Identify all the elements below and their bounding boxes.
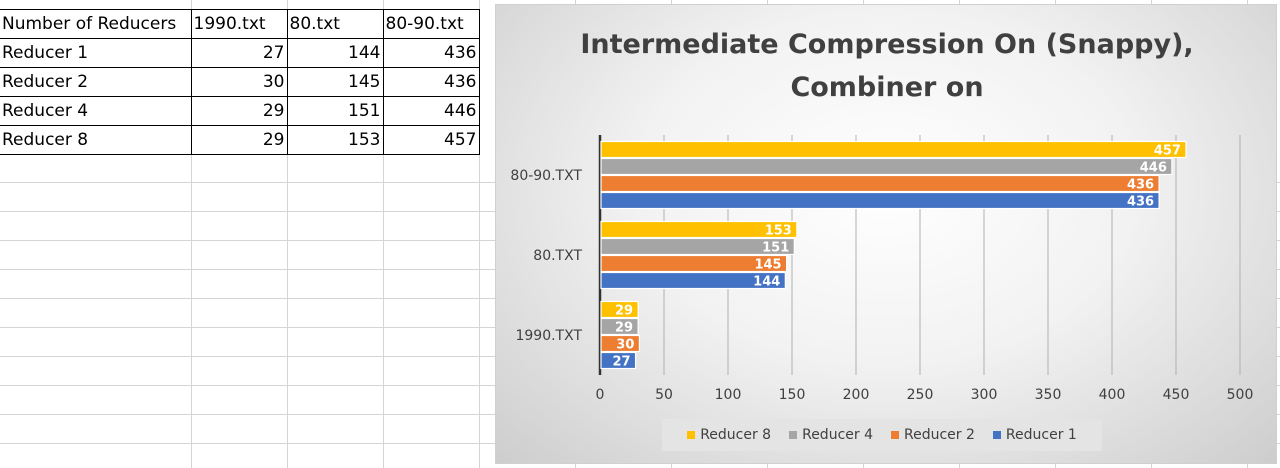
table-cell[interactable]: 144 — [286, 38, 384, 68]
x-tick-label: 50 — [655, 387, 673, 403]
x-tick-label: 250 — [907, 387, 934, 403]
data-label: 29 — [615, 321, 633, 336]
table-row: Reducer 8 29 153 457 — [0, 125, 480, 155]
bar[interactable] — [600, 254, 788, 273]
table-cell[interactable]: 27 — [190, 38, 288, 68]
data-label: 27 — [612, 355, 630, 370]
table-cell[interactable]: 436 — [382, 38, 480, 68]
table-header[interactable]: Number of Reducers — [0, 9, 192, 39]
data-label: 144 — [753, 275, 780, 290]
x-tick-label: 150 — [779, 387, 806, 403]
bar[interactable] — [600, 237, 795, 256]
legend-label: Reducer 2 — [904, 427, 975, 443]
x-tick-label: 500 — [1227, 387, 1254, 403]
bar[interactable] — [600, 191, 1160, 210]
x-tick-label: 300 — [971, 387, 998, 403]
x-tick-label: 350 — [1035, 387, 1062, 403]
table-cell[interactable]: 145 — [286, 67, 384, 97]
table-cell[interactable]: 29 — [190, 96, 288, 126]
chart-plot-area: 0 50 100 150 200 250 300 350 400 450 500 80-90.TXT 4… — [510, 135, 1254, 403]
table-cell[interactable]: 29 — [190, 125, 288, 155]
table-row: Reducer 1 27 144 436 — [0, 38, 480, 68]
bar[interactable] — [600, 271, 786, 290]
category-label: 80.TXT — [533, 248, 582, 264]
bar[interactable] — [600, 334, 641, 353]
legend-swatch — [891, 431, 899, 439]
table-cell[interactable]: 153 — [286, 125, 384, 155]
legend-swatch — [992, 431, 1001, 439]
table-cell[interactable]: 457 — [382, 125, 480, 155]
table-cell[interactable]: 446 — [382, 96, 480, 126]
row-label[interactable]: Reducer 4 — [0, 96, 192, 126]
table-cell[interactable]: 30 — [190, 67, 288, 97]
x-tick-label: 0 — [596, 387, 605, 403]
bar[interactable] — [600, 174, 1160, 193]
row-label[interactable]: Reducer 2 — [0, 67, 192, 97]
table-header-row: Number of Reducers 1990.txt 80.txt 80-90… — [0, 9, 480, 39]
chart-legend[interactable]: Reducer 8 Reducer 4 Reducer 2 Reducer 1 — [662, 419, 1102, 451]
bar[interactable] — [600, 300, 639, 319]
table-row: Reducer 4 29 151 446 — [0, 96, 480, 126]
legend-label: Reducer 1 — [1005, 427, 1077, 443]
legend-item[interactable]: Reducer 8 — [687, 427, 771, 443]
bar[interactable] — [600, 220, 798, 239]
data-label: 153 — [765, 224, 792, 239]
data-label: 436 — [1127, 195, 1154, 210]
legend-swatch — [789, 431, 798, 439]
data-label: 29 — [615, 304, 633, 319]
chart-title: Intermediate Compression On (Snappy), Co… — [496, 23, 1276, 109]
data-label: 436 — [1127, 178, 1154, 193]
legend-swatch — [687, 431, 696, 439]
data-label: 30 — [616, 338, 634, 353]
bar-chart[interactable]: Intermediate Compression On (Snappy), Co… — [495, 4, 1277, 464]
legend-item[interactable]: Reducer 4 — [789, 427, 873, 443]
bar[interactable] — [600, 317, 639, 336]
table-cell[interactable]: 436 — [382, 67, 480, 97]
category-label: 1990.TXT — [515, 328, 582, 344]
row-label[interactable]: Reducer 8 — [0, 125, 192, 155]
table-row: Reducer 2 30 145 436 — [0, 67, 480, 97]
table-header[interactable]: 1990.txt — [190, 9, 288, 39]
row-label[interactable]: Reducer 1 — [0, 38, 192, 68]
data-label: 446 — [1140, 161, 1167, 176]
table-header[interactable]: 80.txt — [286, 9, 384, 39]
x-tick-label: 450 — [1163, 387, 1190, 403]
x-tick-label: 100 — [715, 387, 742, 403]
legend-label: Reducer 8 — [700, 427, 772, 443]
data-label: 457 — [1154, 144, 1181, 159]
data-label: 145 — [754, 258, 781, 273]
legend-item[interactable]: Reducer 2 — [891, 427, 975, 443]
data-label: 151 — [762, 241, 789, 256]
x-tick-label: 400 — [1099, 387, 1126, 403]
data-table: Number of Reducers 1990.txt 80.txt 80-90… — [0, 9, 480, 155]
bar[interactable] — [600, 157, 1173, 176]
legend-item[interactable]: Reducer 1 — [992, 427, 1077, 443]
table-cell[interactable]: 151 — [286, 96, 384, 126]
bar[interactable] — [600, 351, 637, 370]
x-tick-label: 200 — [843, 387, 870, 403]
chart-title-line: Combiner on — [790, 72, 984, 103]
category-label: 80-90.TXT — [510, 168, 582, 184]
chart-title-line: Intermediate Compression On (Snappy), — [580, 29, 1194, 60]
table-header[interactable]: 80-90.txt — [382, 9, 480, 39]
legend-label: Reducer 4 — [802, 427, 873, 443]
bar[interactable] — [600, 140, 1187, 159]
